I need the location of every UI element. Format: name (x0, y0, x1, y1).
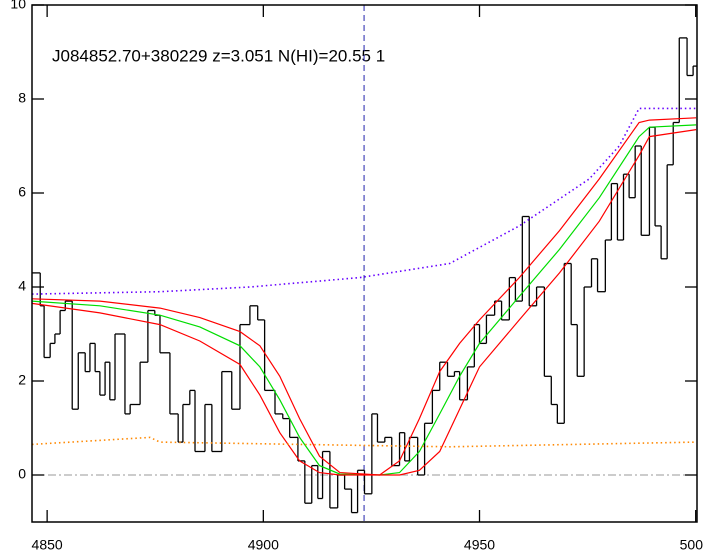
series-line (31, 129, 697, 476)
annotation: J084852.70+380229 z=3.051 N(HI)=20.55 1 (52, 46, 385, 65)
plot-frame (31, 4, 698, 523)
series-line (31, 107, 697, 295)
x-tick-label: 4850 (32, 537, 63, 553)
series-line (31, 117, 697, 476)
x-tick-label: 500 (680, 537, 704, 553)
series-line (31, 124, 697, 476)
y-tick-label: 0 (18, 466, 26, 482)
y-tick-label: 4 (18, 278, 26, 294)
y-tick-label: 6 (18, 184, 26, 200)
y-tick-label: 10 (10, 0, 26, 12)
y-tick-label: 2 (18, 372, 26, 388)
x-tick-label: 4950 (464, 537, 495, 553)
x-tick-label: 4900 (248, 537, 279, 553)
series-line (31, 436, 697, 448)
y-tick-label: 8 (18, 90, 26, 106)
